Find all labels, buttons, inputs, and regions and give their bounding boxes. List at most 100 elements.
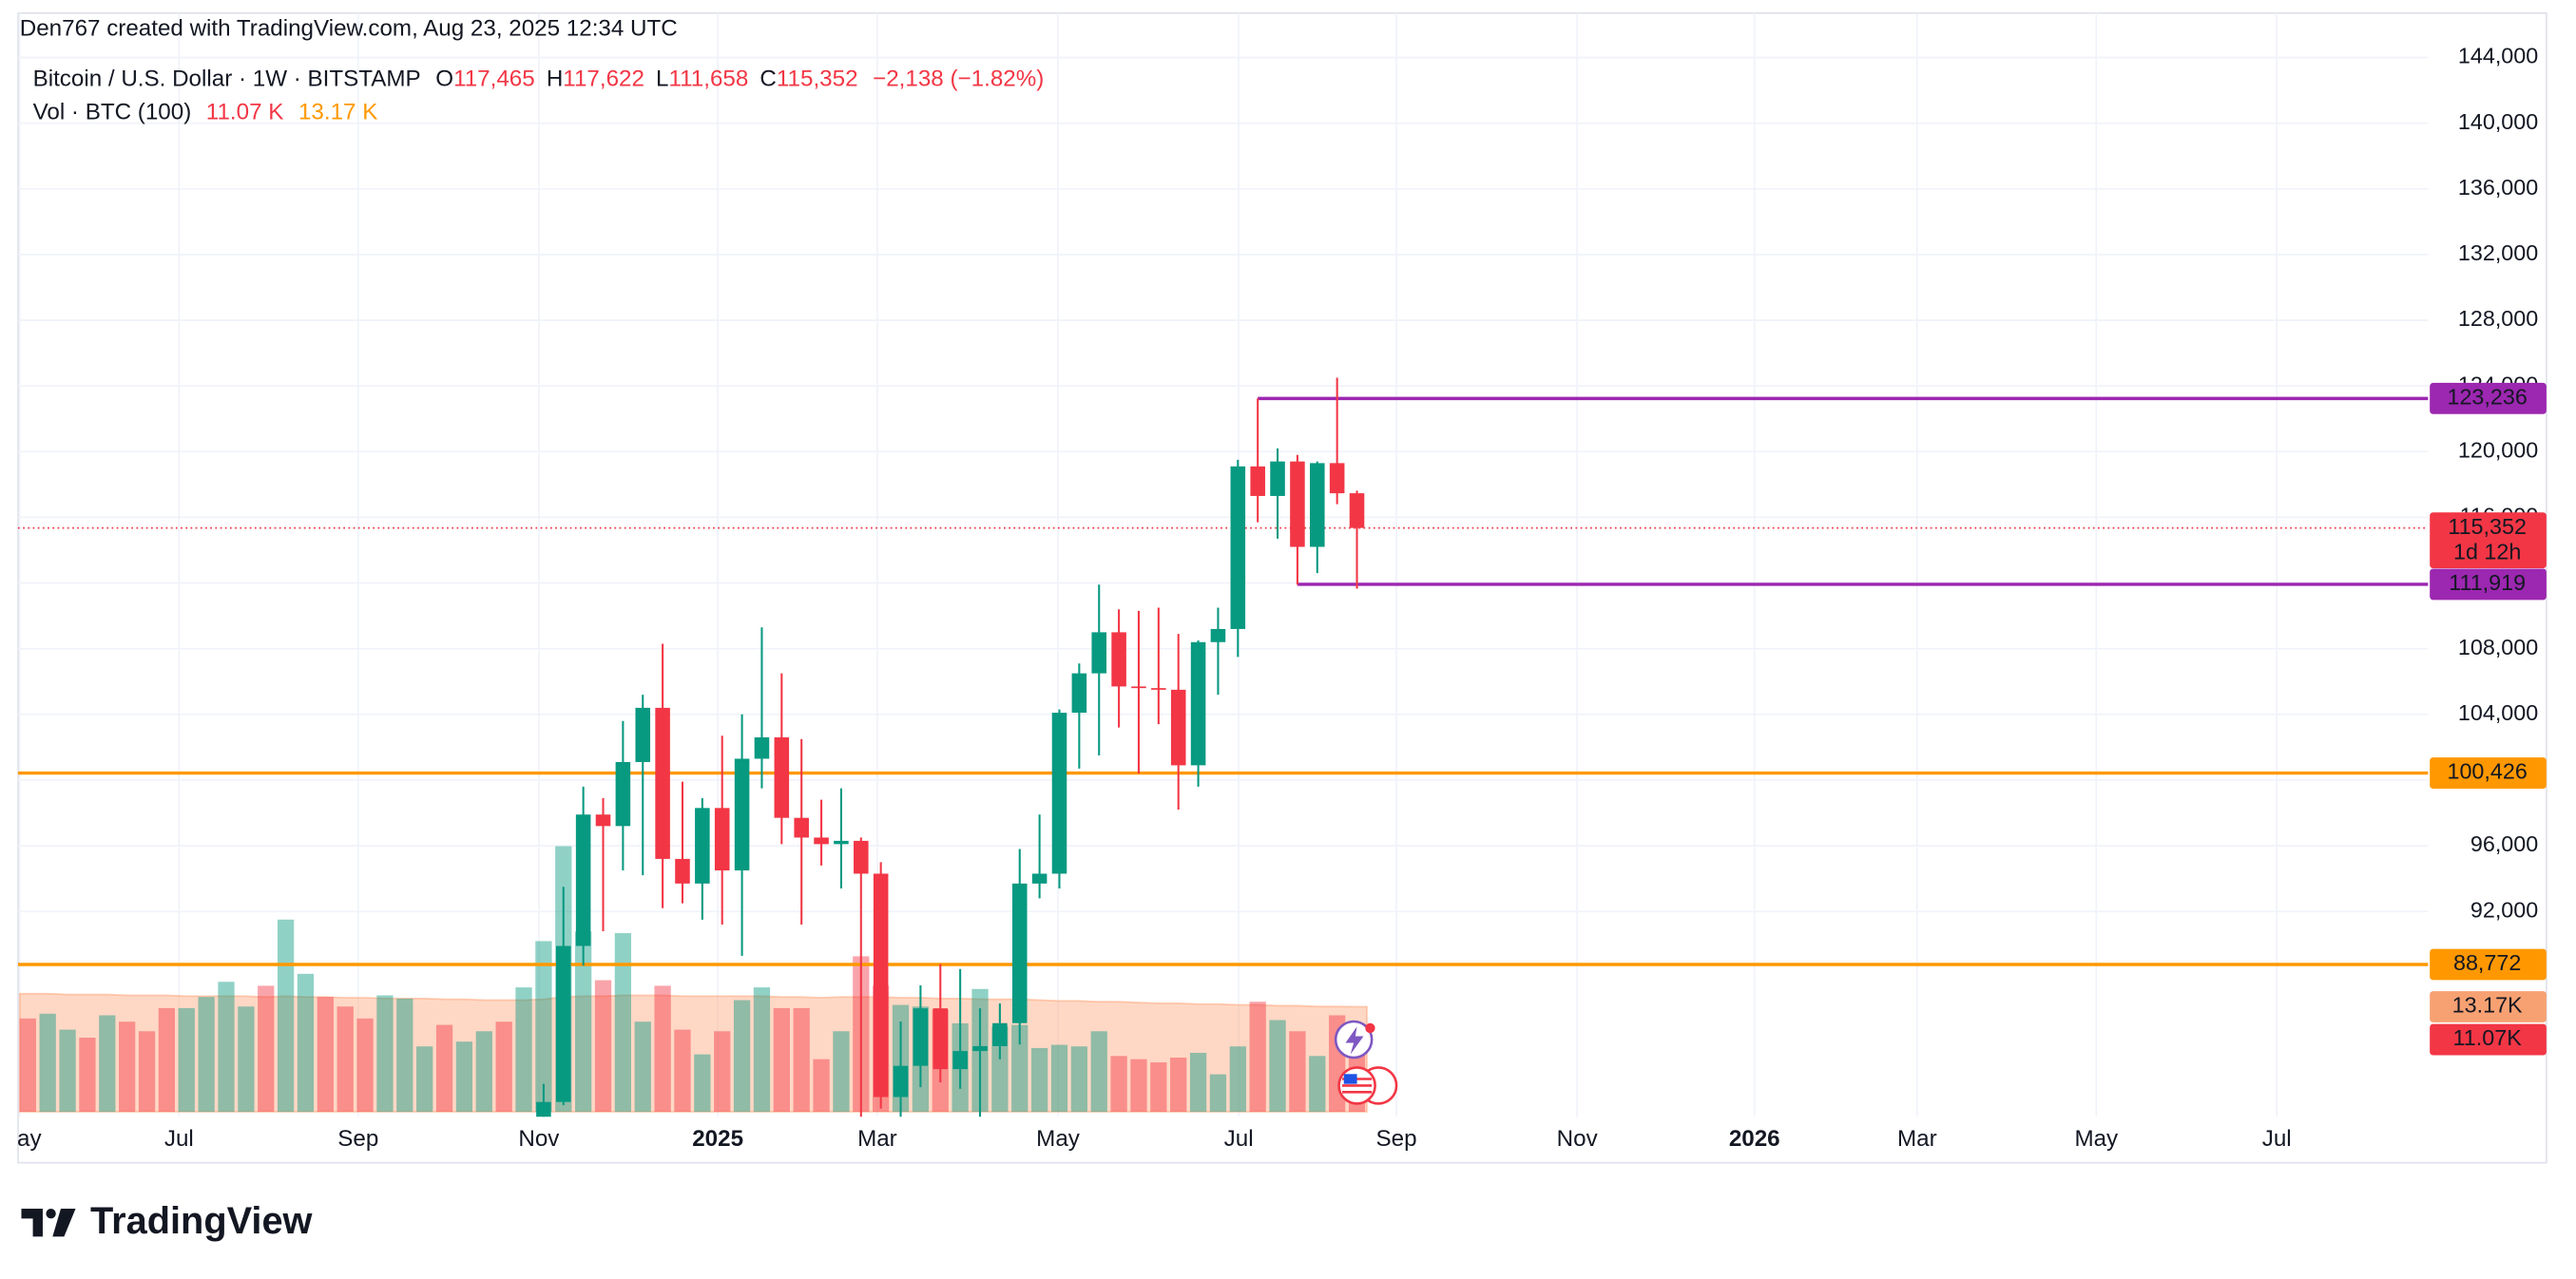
- candle-body: [555, 945, 571, 1102]
- grid: [18, 12, 2429, 1117]
- candle-body: [1349, 493, 1365, 528]
- x-tick-label: Sep: [337, 1126, 378, 1152]
- volume-pane: [18, 846, 1368, 1113]
- candle-body: [1091, 632, 1107, 674]
- price-badge-sublabel: 1d 12h: [2453, 540, 2521, 564]
- volume-bar: [258, 985, 275, 1113]
- x-tick-label: 2025: [692, 1126, 743, 1152]
- chart-frame: [17, 11, 2547, 1164]
- volume-bar: [178, 1007, 195, 1113]
- open-label: O: [435, 67, 453, 92]
- volume-bar: [1229, 1046, 1246, 1113]
- volume-bar: [1130, 1059, 1147, 1113]
- candle-body: [1270, 461, 1285, 496]
- symbol-title: Bitcoin / U.S. Dollar · 1W · BITSTAMP: [33, 67, 421, 92]
- volume-bar: [753, 987, 771, 1113]
- candle-body: [1310, 463, 1325, 547]
- candle-body: [952, 1051, 968, 1070]
- volume-bar: [238, 1006, 255, 1113]
- price-badge-label: 11.07K: [2453, 1025, 2523, 1050]
- candle-body: [1151, 688, 1166, 690]
- volume-ma: 13.17 K: [298, 100, 377, 125]
- volume-bar: [991, 1026, 1009, 1113]
- price-badge-label: 13.17K: [2452, 993, 2523, 1018]
- candle-body: [536, 1101, 551, 1117]
- x-tick-label: Jul: [2262, 1126, 2292, 1152]
- volume-bar: [773, 1007, 790, 1113]
- volume-bar: [733, 1000, 751, 1113]
- candle-body: [794, 817, 809, 838]
- close-value: 115,352: [777, 67, 858, 92]
- price-badge: [2430, 568, 2547, 601]
- candle-body: [1230, 466, 1246, 629]
- volume-bar: [297, 973, 315, 1113]
- volume-bar: [336, 1006, 354, 1113]
- y-tick-label: 96,000: [2470, 831, 2538, 856]
- x-tick-label: May: [2074, 1126, 2119, 1152]
- change: −2,138 (−1.82%): [873, 67, 1044, 92]
- logo-mark: [52, 1209, 76, 1237]
- volume-bar: [138, 1031, 156, 1113]
- volume-bar: [19, 1018, 36, 1113]
- candle-body: [992, 1022, 1008, 1046]
- volume-bar: [833, 1031, 850, 1113]
- high-label: H: [547, 67, 563, 92]
- candle-body: [575, 814, 591, 946]
- volume-bar: [317, 997, 334, 1113]
- volume-legend: Vol · BTC (100) 11.07 K 13.17 K: [33, 100, 378, 125]
- volume-bar: [455, 1041, 473, 1113]
- candle-body: [1170, 689, 1186, 766]
- price-badge: [2430, 512, 2547, 568]
- y-tick-label: 120,000: [2458, 437, 2538, 462]
- candle-body: [893, 1065, 909, 1098]
- candle-body: [814, 837, 829, 845]
- price-badge: [2430, 948, 2547, 981]
- logo: TradingView: [21, 1200, 313, 1242]
- volume-bar: [1209, 1074, 1227, 1113]
- candle-body: [1111, 632, 1126, 687]
- high-value: 117,622: [563, 67, 644, 92]
- y-tick-label: 128,000: [2458, 306, 2538, 331]
- candle-body: [615, 761, 631, 827]
- volume-bar: [1170, 1057, 1187, 1113]
- volume-bar: [79, 1037, 96, 1113]
- candle-body: [635, 707, 651, 762]
- volume-bar: [435, 1024, 453, 1113]
- candle-body: [1071, 673, 1087, 714]
- volume-bar: [1189, 1052, 1207, 1113]
- candle-body: [754, 737, 770, 759]
- brand: TradingView: [90, 1200, 312, 1242]
- y-tick-label: 108,000: [2458, 635, 2538, 659]
- candle-body: [873, 873, 889, 1098]
- volume-bar: [1011, 1024, 1028, 1113]
- candles: [536, 377, 1365, 1117]
- volume-bar: [1269, 1020, 1286, 1113]
- candle-body: [734, 758, 750, 870]
- volume-bar: [218, 982, 235, 1113]
- volume-bar: [614, 933, 632, 1113]
- price-badge: [2430, 757, 2547, 789]
- candle-body: [1250, 466, 1265, 496]
- volume-bar: [1050, 1044, 1068, 1113]
- volume-bar: [1289, 1031, 1306, 1113]
- candle-body: [714, 808, 730, 870]
- volume-bar: [574, 931, 592, 1113]
- volume-bar: [714, 1031, 731, 1113]
- volume-bar: [198, 997, 215, 1113]
- x-tick-label: Nov: [1557, 1126, 1599, 1152]
- volume-bar: [158, 1007, 176, 1113]
- volume-bar: [515, 987, 532, 1113]
- volume-bar: [1309, 1056, 1326, 1113]
- price-badge: [2430, 1023, 2547, 1056]
- x-tick-label: May: [0, 1126, 43, 1152]
- volume-bar: [99, 1015, 116, 1113]
- low-label: L: [656, 67, 668, 92]
- close-label: C: [759, 67, 776, 92]
- candle-body: [1290, 461, 1305, 547]
- price-badge-label: 123,236: [2447, 385, 2527, 410]
- candle-body: [1329, 463, 1345, 494]
- volume-bar: [59, 1029, 76, 1113]
- x-tick-label: Nov: [518, 1126, 560, 1152]
- candle-body: [774, 737, 790, 818]
